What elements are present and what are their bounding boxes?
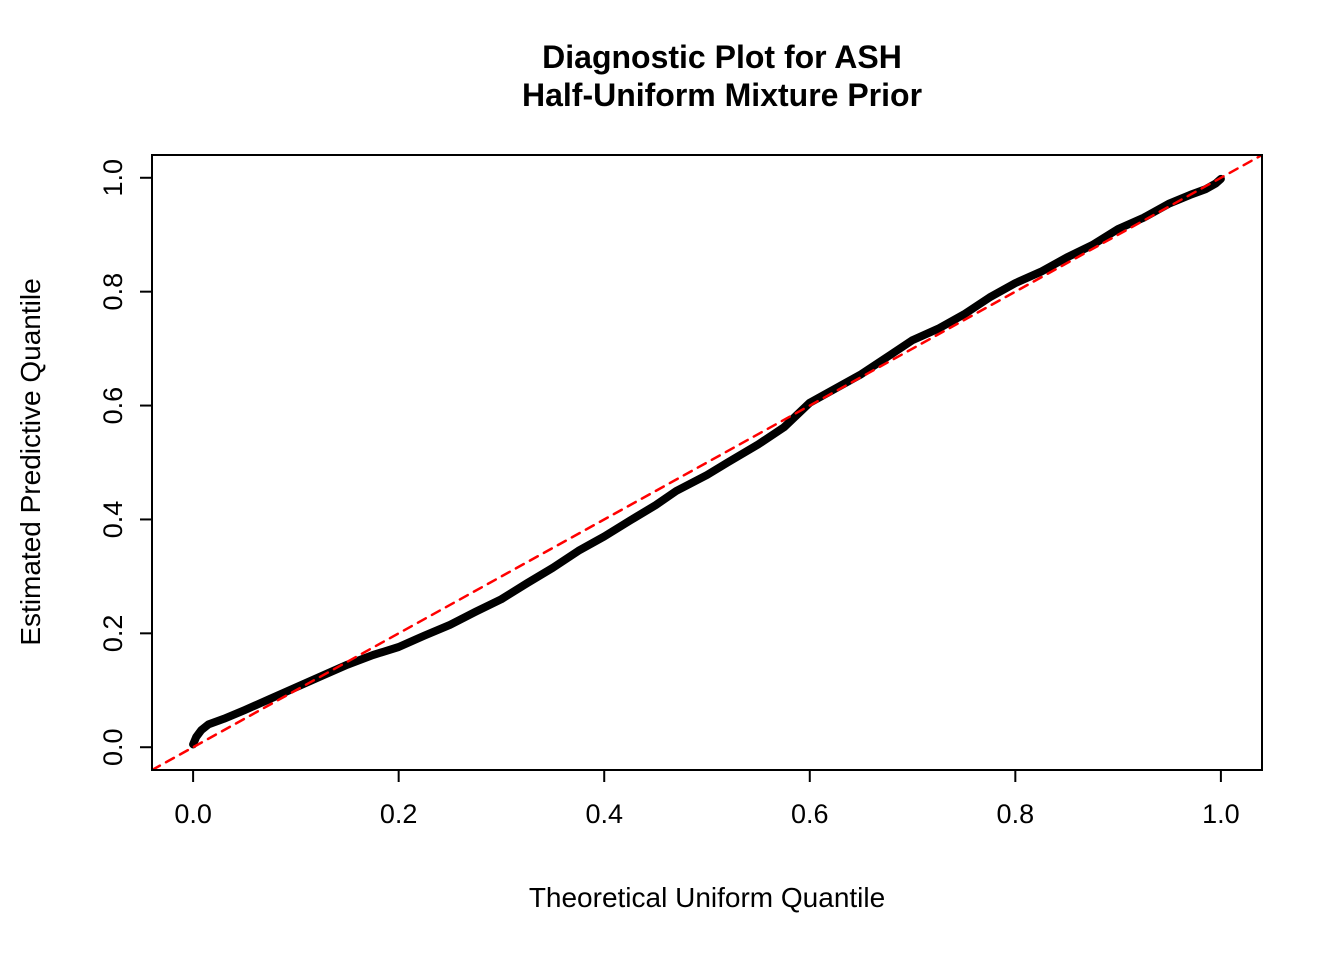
x-tick-label: 0.6: [791, 799, 829, 829]
y-tick-label: 1.0: [98, 159, 128, 197]
axis-ticks: 0.0 0.2 0.4 0.6 0.8 1.0 0.0 0.2 0.4 0.6 0.8 1.0: [98, 159, 1240, 829]
y-tick-label: 0.4: [98, 501, 128, 539]
plot-border: [151, 154, 1263, 771]
x-tick-label: 0.4: [585, 799, 623, 829]
y-tick-label: 0.0: [98, 728, 128, 766]
chart-title-line1: Diagnostic Plot for ASH: [542, 39, 902, 75]
x-tick-label: 0.0: [174, 799, 212, 829]
x-tick-label: 0.2: [380, 799, 418, 829]
x-tick-label: 0.8: [997, 799, 1035, 829]
identity-reference-line: [152, 155, 1262, 770]
chart-title-line2: Half-Uniform Mixture Prior: [522, 77, 922, 113]
y-axis-title: Estimated Predictive Quantile: [15, 278, 46, 645]
data-series: [152, 155, 1262, 770]
plot-box: [151, 154, 1263, 771]
y-tick-label: 0.6: [98, 387, 128, 425]
y-tick-label: 0.8: [98, 273, 128, 311]
x-axis-title: Theoretical Uniform Quantile: [529, 882, 885, 913]
y-tick-label: 0.2: [98, 615, 128, 653]
estimated-predictive-quantile-curve: [189, 174, 1225, 749]
x-tick-label: 1.0: [1202, 799, 1240, 829]
